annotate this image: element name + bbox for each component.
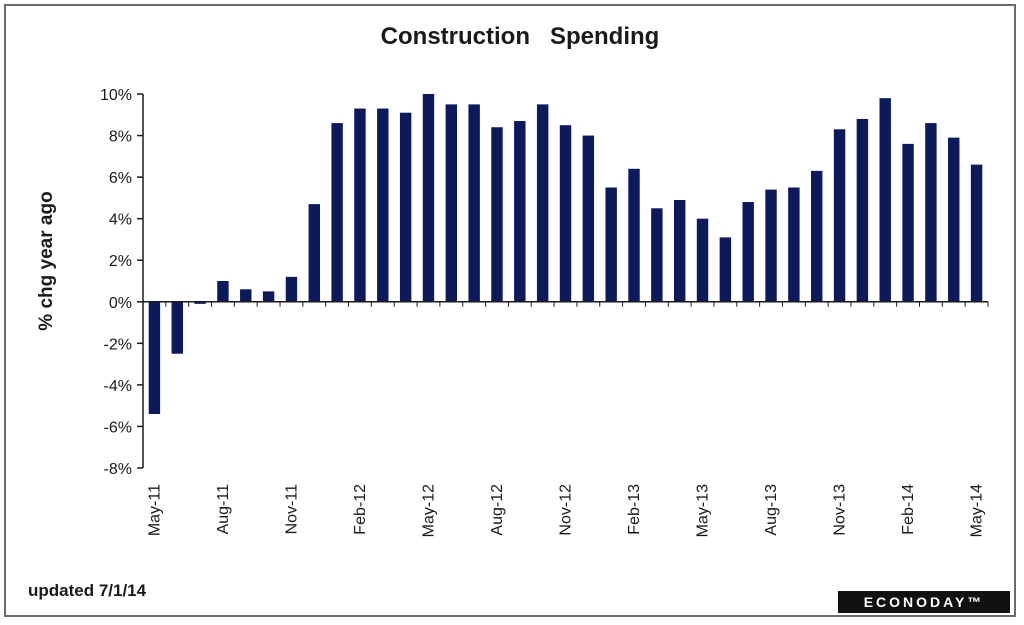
y-tick-label: -2%: [104, 336, 132, 353]
econoday-logo: ECONODAY™: [838, 591, 1010, 613]
bar-may-13: [696, 218, 709, 302]
y-tick-label: 8%: [109, 129, 132, 146]
bar-apr-14: [948, 137, 960, 302]
y-tick-label: 2%: [109, 253, 132, 270]
x-tick-label: Nov-13: [832, 484, 849, 536]
bar-may-12: [422, 94, 435, 302]
y-tick-label: -4%: [104, 378, 132, 395]
bar-jun-12: [445, 104, 458, 302]
bar-mar-12: [377, 108, 389, 302]
x-tick-label: May-12: [421, 484, 438, 537]
x-tick-label: Aug-11: [215, 484, 232, 535]
bar-oct-12: [536, 104, 549, 302]
bar-jul-11: [194, 301, 206, 304]
y-axis-label: % chg year ago: [36, 191, 57, 330]
x-tick-label: Nov-11: [283, 484, 300, 534]
bar-aug-11: [217, 281, 229, 302]
chart-title: Construction Spending: [381, 23, 660, 50]
x-tick-label: Aug-13: [763, 484, 780, 536]
bar-feb-14: [902, 143, 914, 302]
bar-nov-13: [833, 129, 846, 302]
bar-aug-12: [491, 127, 503, 302]
bar-sep-13: [788, 187, 800, 302]
bar-may-11: [148, 301, 161, 414]
x-tick-label: Aug-12: [489, 484, 506, 536]
bar-nov-12: [559, 125, 572, 302]
x-tick-label: Nov-12: [558, 484, 575, 536]
bar-oct-11: [262, 291, 275, 302]
bar-feb-12: [354, 108, 366, 302]
y-ticks-group: 10% 8% 6% 4% 2% 0% -2% -4% -6% -8%: [100, 87, 143, 478]
x-tick-label: May-11: [146, 484, 163, 536]
bar-oct-13: [811, 170, 823, 302]
bar-jun-11: [171, 301, 183, 354]
bar-jul-13: [742, 202, 754, 302]
y-tick-label: 4%: [109, 212, 132, 229]
bar-aug-13: [765, 189, 777, 302]
y-tick-label: 6%: [109, 170, 132, 187]
bar-dec-11: [308, 204, 320, 302]
x-ticks-group: May-11 Aug-11 Nov-11 Feb-12 May-12 Aug-12 Nov-…: [142, 301, 989, 537]
bar-jul-12: [468, 104, 480, 302]
bar-sep-11: [240, 289, 252, 302]
bar-dec-12: [582, 135, 595, 302]
x-tick-label: May-13: [695, 484, 712, 537]
axes-group: [142, 94, 988, 468]
econoday-logo-text: ECONODAY™: [864, 594, 985, 610]
bar-dec-13: [856, 118, 869, 302]
x-tick-label: May-14: [969, 484, 986, 537]
y-tick-label: 0%: [109, 295, 132, 312]
bar-mar-14: [925, 123, 937, 302]
bar-mar-13: [651, 208, 663, 302]
x-tick-label: Feb-13: [626, 484, 643, 535]
bars-group: [148, 94, 983, 414]
bar-jan-12: [331, 123, 343, 302]
bar-jun-13: [719, 237, 732, 302]
bar-jan-14: [879, 98, 891, 302]
y-tick-label: 10%: [100, 87, 132, 104]
bar-feb-13: [628, 168, 640, 302]
bar-nov-11: [285, 276, 298, 302]
y-tick-label: -6%: [104, 419, 132, 436]
bar-jan-13: [605, 187, 617, 302]
bar-may-14: [970, 164, 983, 302]
bar-apr-12: [399, 112, 412, 302]
bar-apr-13: [673, 199, 686, 302]
x-tick-label: Feb-14: [900, 484, 917, 535]
x-tick-label: Feb-12: [352, 484, 369, 535]
y-tick-label: -8%: [104, 461, 132, 478]
updated-date-label: updated 7/1/14: [28, 581, 147, 600]
bar-sep-12: [514, 121, 526, 302]
